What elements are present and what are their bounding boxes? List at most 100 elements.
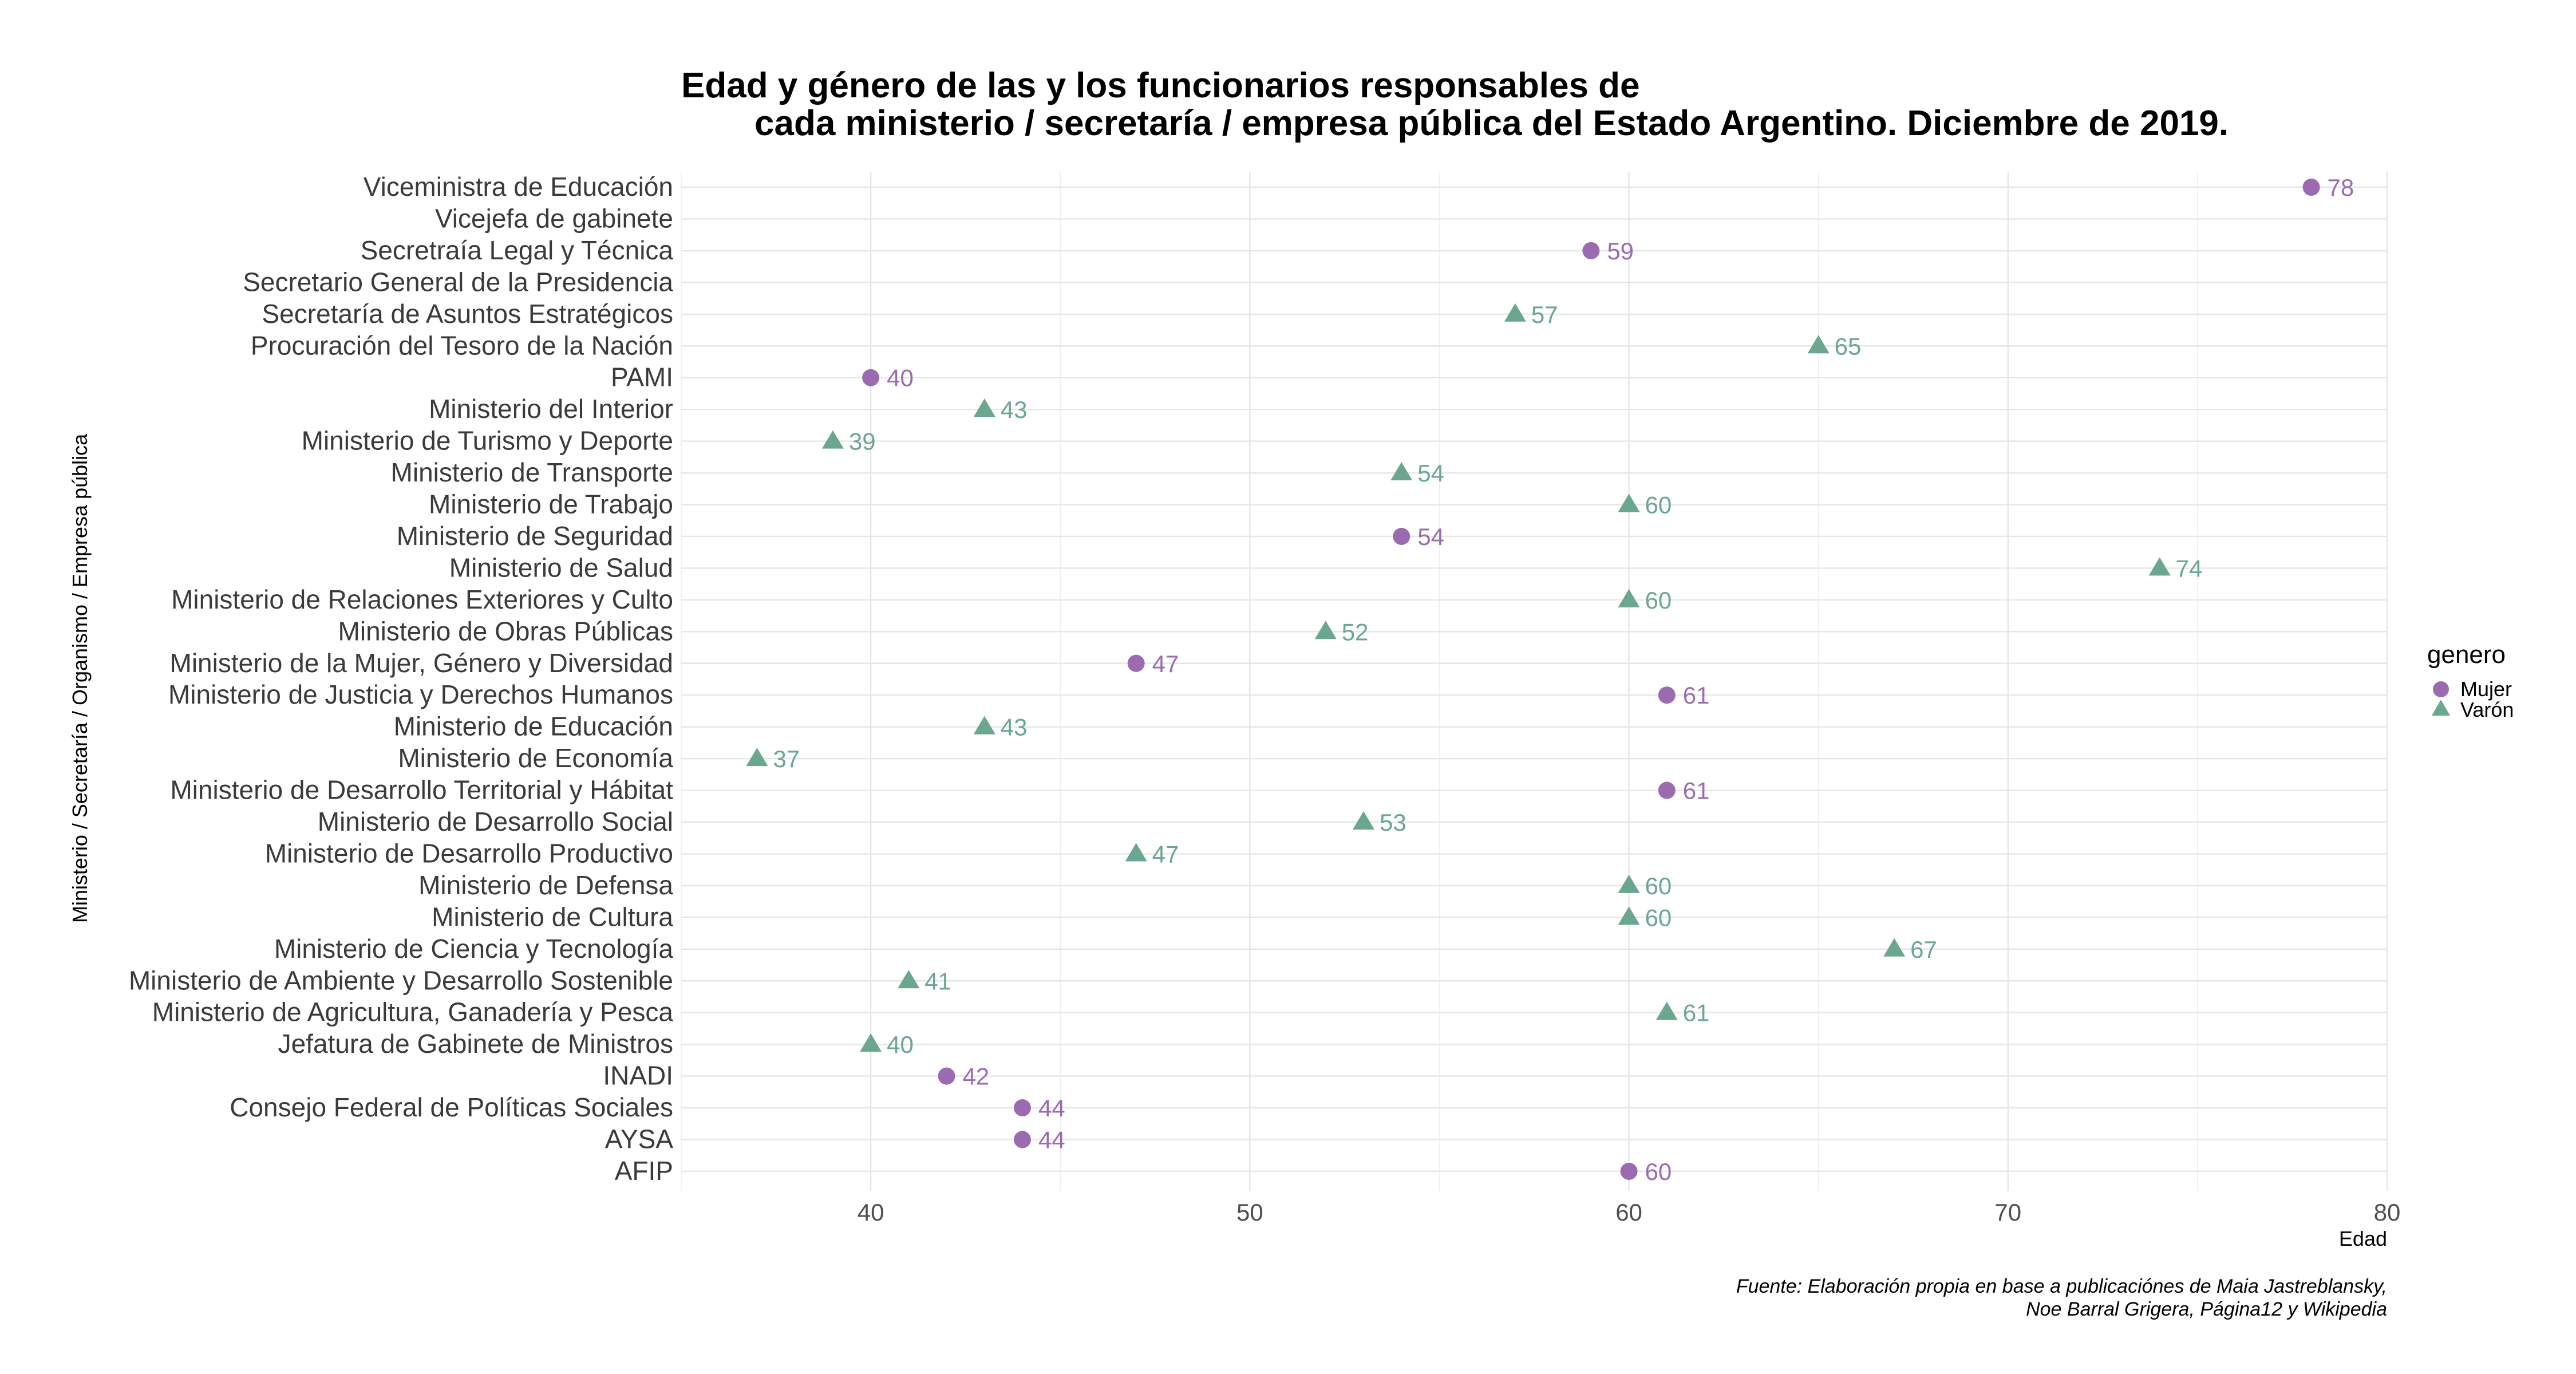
point-varon xyxy=(1807,335,1830,354)
data-label: 54 xyxy=(1417,523,1444,550)
y-tick-label: Ministerio de Economía xyxy=(398,743,673,773)
data-labels: 78 59 57 65 40 43 39 54 60 54 74 60 52 47 61 43 37 61 53 47… xyxy=(773,174,2354,1185)
y-tick-label: Ministerio del Interior xyxy=(429,394,673,424)
legend-mujer-marker xyxy=(2433,681,2449,697)
point-varon xyxy=(1618,906,1640,925)
chart-title-line-2: cada ministerio / secretaría / empresa p… xyxy=(754,104,2229,143)
point-varon xyxy=(1353,811,1374,830)
point-varon xyxy=(860,1033,882,1052)
data-label: 60 xyxy=(1645,492,1672,519)
y-tick-label: PAMI xyxy=(611,362,673,392)
legend-varon-label: Varón xyxy=(2460,698,2514,721)
data-label: 43 xyxy=(1001,396,1028,423)
x-tick-label: 50 xyxy=(1236,1199,1263,1226)
point-varon xyxy=(1618,874,1640,893)
data-label: 57 xyxy=(1531,301,1558,328)
y-tick-label: Ministerio de Educación xyxy=(394,712,673,741)
y-tick-label: Secretraía Legal y Técnica xyxy=(361,235,674,265)
data-label: 61 xyxy=(1683,777,1710,804)
point-varon xyxy=(1125,843,1147,862)
point-varon xyxy=(1504,303,1526,322)
y-tick-label: Consejo Federal de Políticas Sociales xyxy=(230,1092,673,1122)
caption-line-1: Fuente: Elaboración propia en base a pub… xyxy=(1736,1276,2387,1297)
data-label: 60 xyxy=(1645,904,1672,931)
y-tick-label: Ministerio de Desarrollo Social xyxy=(318,807,673,836)
data-label: 42 xyxy=(963,1063,990,1090)
point-varon xyxy=(973,716,995,735)
data-label: 60 xyxy=(1645,587,1672,614)
data-label: 40 xyxy=(887,1031,914,1058)
point-mujer xyxy=(1620,1162,1638,1180)
point-varon xyxy=(2148,557,2171,576)
point-varon xyxy=(898,970,920,989)
y-tick-label: Ministerio de Salud xyxy=(449,552,673,582)
y-tick-label: Ministerio de Turismo y Deporte xyxy=(302,426,673,456)
y-tick-label: Ministerio de la Mujer, Género y Diversi… xyxy=(170,648,673,678)
chart-title-line-1: Edad y género de las y los funcionarios … xyxy=(681,66,1640,105)
x-tick-label: 60 xyxy=(1615,1199,1642,1226)
point-varon xyxy=(1618,589,1640,607)
x-tick-label: 80 xyxy=(2374,1199,2401,1226)
y-tick-label: Secretaría de Asuntos Estratégicos xyxy=(262,299,673,329)
y-tick-label: Ministerio de Ciencia y Tecnología xyxy=(274,934,674,964)
data-label: 47 xyxy=(1152,840,1179,867)
y-tick-label: Ministerio de Ambiente y Desarrollo Sost… xyxy=(129,965,673,995)
data-label: 44 xyxy=(1038,1095,1065,1122)
data-label: 43 xyxy=(1001,714,1028,741)
y-tick-label: Vicejefa de gabinete xyxy=(435,203,673,233)
data-label: 41 xyxy=(924,968,951,994)
point-mujer xyxy=(1127,654,1145,672)
point-mujer xyxy=(1014,1131,1031,1148)
legend-mujer-label: Mujer xyxy=(2460,677,2512,701)
x-tick-label: 40 xyxy=(858,1199,884,1226)
point-varon xyxy=(821,430,844,449)
point-mujer xyxy=(862,369,880,386)
y-tick-label: Ministerio de Obras Públicas xyxy=(338,616,673,646)
y-tick-label: Ministerio de Desarrollo Territorial y H… xyxy=(170,775,673,805)
point-varon xyxy=(1656,1001,1678,1020)
y-tick-label: Ministerio de Relaciones Exteriores y Cu… xyxy=(171,585,673,614)
data-label: 54 xyxy=(1417,460,1444,487)
y-tick-label: Ministerio de Transporte xyxy=(391,457,673,487)
data-label: 65 xyxy=(1835,333,1862,360)
data-label: 61 xyxy=(1683,1000,1710,1026)
data-points xyxy=(746,179,2320,1180)
y-tick-label: AFIP xyxy=(615,1156,673,1186)
point-mujer xyxy=(1582,242,1600,259)
y-tick-label: Jefatura de Gabinete de Ministros xyxy=(278,1029,673,1059)
point-varon xyxy=(1883,938,1906,957)
data-label: 39 xyxy=(849,428,876,455)
point-varon xyxy=(973,398,995,417)
point-mujer xyxy=(1658,781,1676,799)
x-tick-label: 70 xyxy=(1994,1199,2021,1226)
point-varon xyxy=(1618,493,1640,512)
y-tick-label: Ministerio de Defensa xyxy=(418,870,673,900)
point-mujer xyxy=(938,1067,955,1085)
data-label: 44 xyxy=(1038,1127,1065,1154)
point-mujer xyxy=(1014,1099,1031,1117)
x-axis-title: Edad xyxy=(2339,1227,2387,1250)
legend-title: genero xyxy=(2427,641,2506,669)
y-tick-label: Ministerio de Cultura xyxy=(432,902,673,931)
data-label: 78 xyxy=(2328,174,2354,201)
y-tick-label: Ministerio de Trabajo xyxy=(429,489,673,519)
y-tick-label: Ministerio de Seguridad xyxy=(397,521,673,551)
point-varon xyxy=(1390,462,1413,481)
point-varon xyxy=(1314,621,1337,639)
data-label: 60 xyxy=(1645,872,1672,899)
data-label: 61 xyxy=(1683,682,1710,709)
data-label: 53 xyxy=(1380,809,1406,836)
data-label: 67 xyxy=(1910,936,1937,963)
grid xyxy=(681,172,2388,1191)
caption-line-2: Noe Barral Grigera, Página12 y Wikipedia xyxy=(2026,1298,2387,1320)
point-mujer xyxy=(1393,527,1411,545)
point-mujer xyxy=(2302,179,2320,196)
y-axis-title: Ministerio / Secretaría / Organismo / Em… xyxy=(68,433,92,923)
legend: genero Mujer Varón xyxy=(2427,641,2514,721)
y-tick-label: Ministerio de Agricultura, Ganadería y P… xyxy=(152,997,674,1027)
legend-varon-marker xyxy=(2432,700,2450,716)
y-tick-label: INADI xyxy=(603,1061,673,1091)
data-label: 52 xyxy=(1342,618,1369,645)
